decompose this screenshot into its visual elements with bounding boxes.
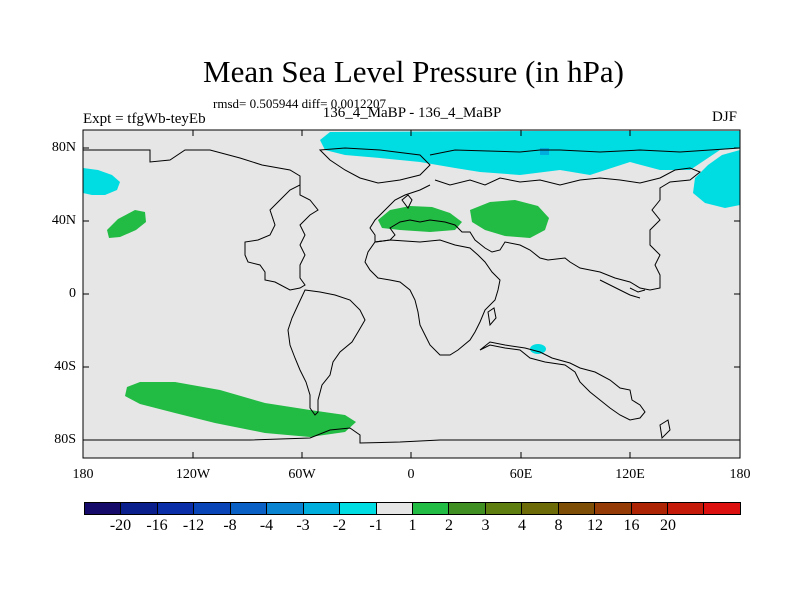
lat-tick-label: 80N	[51, 140, 76, 155]
colorbar-box	[267, 503, 304, 514]
lat-tick-label: 80S	[54, 432, 76, 447]
colorbar-box	[412, 503, 450, 514]
antarctica-outline	[83, 427, 740, 444]
southeast-asia-islands	[599, 279, 646, 299]
colorbar-box	[303, 503, 341, 514]
lon-tick-label: 180	[72, 467, 94, 482]
colorbar-box	[85, 503, 122, 514]
colorbar-label: 8	[554, 517, 563, 534]
colorbar-label: 3	[481, 517, 490, 534]
colorbar-box	[449, 503, 486, 514]
eurasia-outline	[369, 147, 740, 291]
colorbar-box	[340, 503, 377, 514]
colorbar-box	[485, 503, 523, 514]
colorbar-label: 2	[445, 517, 453, 534]
colorbar-box	[704, 503, 740, 514]
colorbar-label: -4	[259, 517, 274, 534]
colorbar-box	[121, 503, 158, 514]
colorbar-box	[595, 503, 632, 514]
africa-outline	[364, 239, 501, 356]
lon-tick-label: 60E	[509, 467, 533, 482]
australia-outline	[479, 341, 646, 421]
colorbar-box	[157, 503, 195, 514]
colorbar-box	[631, 503, 668, 514]
chart-title: Mean Sea Level Pressure (in hPa)	[203, 54, 624, 89]
lon-tick-label: 180	[729, 467, 751, 482]
colorbar-box	[522, 503, 559, 514]
colorbar-label: -16	[146, 517, 168, 534]
arctic-deep-negative-cell	[540, 148, 549, 155]
lat-tick-label: 40S	[54, 359, 76, 374]
lat-tick-label: 40N	[51, 213, 76, 228]
new-zealand-outline	[659, 419, 671, 440]
uk-outline	[401, 194, 413, 209]
season-label: DJF	[711, 109, 737, 125]
colorbar-box	[376, 503, 413, 514]
lon-tick-label: 60W	[288, 467, 316, 482]
colorbar-label: -8	[223, 517, 237, 534]
south-america-outline	[287, 289, 366, 416]
stats-line: rmsd= 0.505944 diff= 0.0012207	[213, 96, 386, 111]
greenland-outline	[318, 147, 431, 184]
colorbar-label: -1	[369, 517, 383, 534]
colorbar-label: 12	[587, 517, 603, 534]
north-america-outline	[83, 149, 319, 291]
experiment-label: Expt = tfgWb-teyEb	[83, 111, 206, 127]
comparison-label: 136_4_MaBP - 136_4_MaBP	[322, 105, 502, 121]
alaska-west-negative	[83, 168, 120, 195]
colorbar-label: 20	[660, 517, 676, 534]
colorbar-label: 4	[518, 517, 526, 534]
colorbar-box	[194, 503, 231, 514]
arctic-negative-band	[320, 131, 740, 175]
mediterranean-positive	[378, 206, 462, 232]
north-pacific-positive	[107, 210, 146, 238]
axis-ticks	[83, 130, 740, 458]
colorbar-label: -2	[332, 517, 347, 534]
greenland-sea-negative	[693, 150, 740, 208]
lon-tick-label: 0	[407, 467, 415, 482]
colorbar-label: -3	[296, 517, 310, 534]
lat-tick-label: 0	[69, 286, 76, 301]
colorbar-box	[668, 503, 705, 514]
colorbar-label: -20	[109, 517, 132, 534]
colorbar-box	[230, 503, 268, 514]
madagascar-outline	[487, 307, 497, 327]
coastlines	[83, 147, 740, 444]
south-atlantic-small-negative	[530, 344, 546, 354]
lon-tick-label: 120E	[615, 467, 645, 482]
lon-tick-label: 120W	[175, 467, 211, 482]
colorbar	[84, 502, 741, 515]
colorbar-label: 16	[623, 517, 640, 534]
middle-east-positive	[470, 200, 549, 238]
colorbar-label: -12	[182, 517, 205, 534]
colorbar-box	[558, 503, 596, 514]
southern-ocean-positive	[125, 382, 356, 437]
colorbar-label: 1	[408, 517, 417, 534]
